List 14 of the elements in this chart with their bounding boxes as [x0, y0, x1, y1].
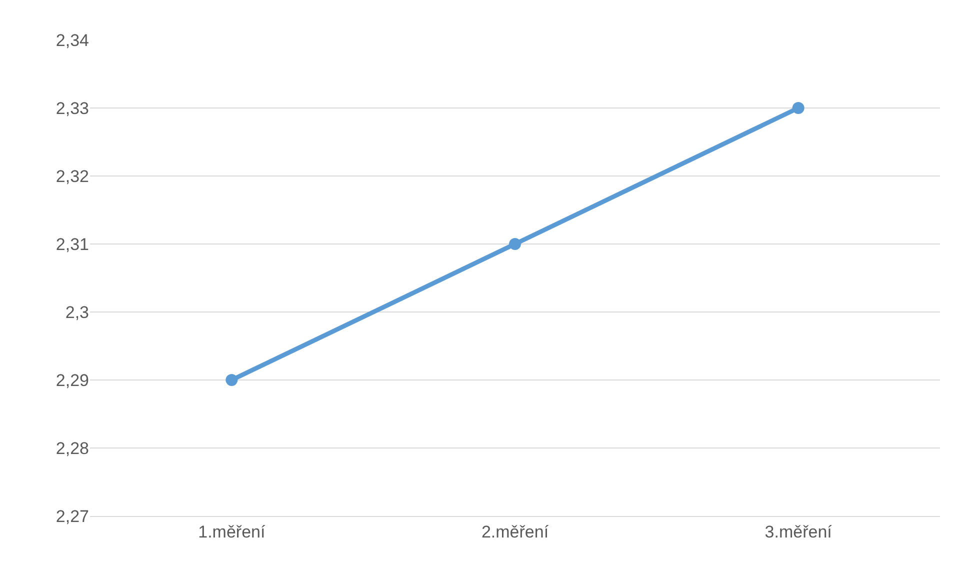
- y-tick-label: 2,31: [56, 234, 89, 254]
- point: [509, 238, 521, 250]
- y-tick-label: 2,27: [56, 506, 89, 526]
- y-tick-label: 2,32: [56, 166, 89, 186]
- y-tick-label: 2,29: [56, 370, 89, 390]
- point: [226, 374, 238, 386]
- x-tick-label: 3.měření: [764, 522, 832, 542]
- x-tick-label: 1.měření: [198, 522, 266, 542]
- y-tick-label: 2,3: [65, 302, 89, 322]
- y-tick-label: 2,33: [56, 98, 89, 118]
- point: [792, 102, 804, 114]
- x-tick-label: 2.měření: [481, 522, 549, 542]
- y-tick-label: 2,34: [56, 30, 89, 50]
- y-tick-label: 2,28: [56, 438, 89, 458]
